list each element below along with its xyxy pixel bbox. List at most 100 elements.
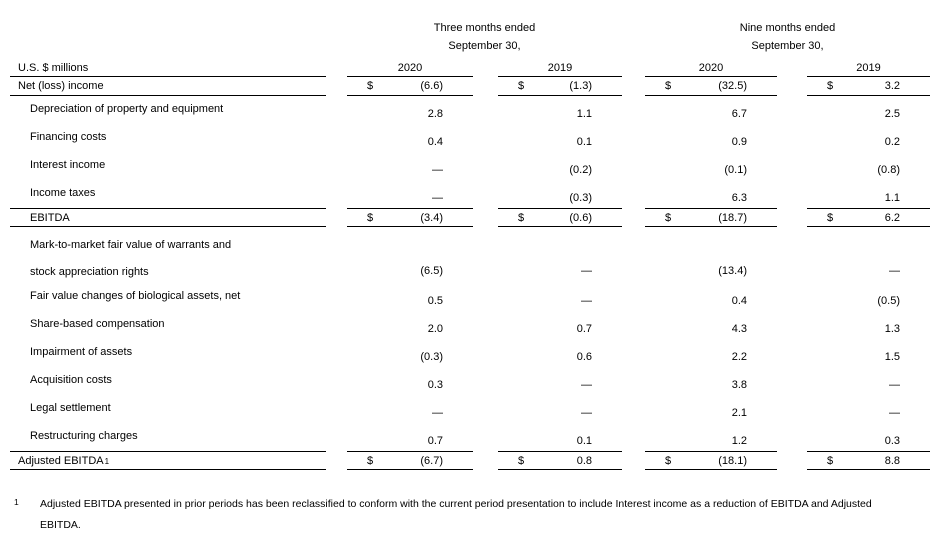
period-group-title-nine-months: Nine months ended bbox=[739, 22, 836, 34]
column-gap bbox=[777, 367, 807, 395]
row-label-line: Legal settlement bbox=[30, 402, 111, 414]
value-cell: 0.3 bbox=[347, 367, 473, 395]
period-group-title-three-months: Three months ended bbox=[433, 22, 536, 34]
value-text: 0.5 bbox=[427, 295, 443, 307]
column-gap bbox=[326, 180, 347, 208]
value-cell: — bbox=[807, 367, 930, 395]
value-cell: 0.3 bbox=[807, 423, 930, 451]
value-cell: 0.1 bbox=[498, 124, 622, 152]
value-cell: $ (6.7) bbox=[347, 451, 473, 470]
column-gap bbox=[326, 77, 347, 96]
value-text: 8.8 bbox=[884, 454, 900, 467]
value-text: (6.7) bbox=[420, 454, 443, 467]
column-gap bbox=[326, 283, 347, 311]
value-cell: $ (6.6) bbox=[347, 77, 473, 96]
dollar-sign: $ bbox=[665, 211, 672, 224]
column-gap bbox=[326, 22, 347, 40]
column-gap bbox=[622, 367, 645, 395]
column-gap bbox=[326, 367, 347, 395]
value-cell: — bbox=[347, 152, 473, 180]
column-gap bbox=[777, 395, 807, 423]
column-gap bbox=[326, 58, 347, 77]
row-label-line: Fair value changes of biological assets,… bbox=[30, 290, 241, 302]
row-label-line: EBITDA bbox=[30, 212, 70, 224]
column-gap bbox=[326, 339, 347, 367]
value-text: 0.4 bbox=[731, 295, 747, 307]
row-label: Depreciation of property and equipment bbox=[10, 96, 326, 124]
row-label-line: Mark-to-market fair value of warrants an… bbox=[30, 239, 232, 251]
value-cell: (0.3) bbox=[347, 339, 473, 367]
value-text: — bbox=[889, 379, 900, 391]
column-gap bbox=[473, 208, 498, 227]
value-text: (0.8) bbox=[877, 164, 900, 176]
period-group-subtitle-nine-months: September 30, bbox=[751, 40, 824, 52]
column-gap bbox=[473, 283, 498, 311]
value-text: — bbox=[432, 407, 443, 419]
value-cell: $ (0.6) bbox=[498, 208, 622, 227]
value-text: — bbox=[889, 407, 900, 419]
row-label: Legal settlement bbox=[10, 395, 326, 423]
value-text: (18.1) bbox=[718, 454, 747, 467]
column-gap bbox=[622, 227, 645, 286]
table-body: Net (loss) income $ (6.6) $ (1.3) $ (32.5) $3.2… bbox=[10, 77, 933, 470]
value-cell: 2.8 bbox=[347, 96, 473, 124]
column-gap bbox=[622, 311, 645, 339]
column-gap bbox=[622, 208, 645, 227]
column-gap bbox=[326, 311, 347, 339]
unit-label: U.S. $ millions bbox=[10, 58, 326, 77]
value-cell: 1.2 bbox=[645, 423, 777, 451]
column-gap bbox=[777, 227, 807, 286]
value-text: 1.5 bbox=[884, 351, 900, 363]
value-text: 0.8 bbox=[576, 454, 592, 467]
table-row: Interest income — (0.2) (0.1) (0.8) bbox=[10, 152, 933, 180]
value-text: (1.3) bbox=[569, 80, 592, 92]
column-gap bbox=[473, 124, 498, 152]
spacer-cell bbox=[10, 22, 326, 40]
column-gap bbox=[473, 58, 498, 77]
column-gap bbox=[622, 423, 645, 451]
spacer-cell bbox=[10, 40, 326, 58]
value-cell: 1.5 bbox=[807, 339, 930, 367]
value-text: — bbox=[432, 164, 443, 176]
column-gap bbox=[326, 152, 347, 180]
value-cell: 1.1 bbox=[498, 96, 622, 124]
row-label-line: Depreciation of property and equipment bbox=[30, 103, 224, 115]
column-gap bbox=[326, 124, 347, 152]
column-gap bbox=[777, 208, 807, 227]
value-text: 0.3 bbox=[427, 379, 443, 391]
column-gap bbox=[777, 283, 807, 311]
value-text: 2.8 bbox=[427, 108, 443, 120]
value-cell: 0.1 bbox=[498, 423, 622, 451]
column-gap bbox=[777, 77, 807, 96]
table-row: Impairment of assets (0.3) 0.6 2.2 1.5 bbox=[10, 339, 933, 367]
row-label-line: Income taxes bbox=[30, 187, 96, 199]
row-label: Net (loss) income bbox=[10, 77, 326, 96]
value-text: 3.8 bbox=[731, 379, 747, 391]
year-header-3mo-2020: 2020 bbox=[347, 58, 473, 77]
row-label: Interest income bbox=[10, 152, 326, 180]
column-gap bbox=[473, 311, 498, 339]
value-cell: 0.2 bbox=[807, 124, 930, 152]
column-gap bbox=[622, 152, 645, 180]
table-row: Restructuring charges 0.7 0.1 1.2 0.3 bbox=[10, 423, 933, 451]
column-gap bbox=[473, 96, 498, 124]
value-text: — bbox=[889, 265, 900, 277]
value-text: (3.4) bbox=[420, 211, 443, 224]
column-gap bbox=[777, 124, 807, 152]
footnote-text: Adjusted EBITDA presented in prior perio… bbox=[40, 498, 872, 531]
value-text: (13.4) bbox=[718, 265, 747, 277]
row-label-line: Acquisition costs bbox=[30, 374, 112, 386]
column-gap bbox=[473, 339, 498, 367]
row-label-line: Share-based compensation bbox=[30, 318, 165, 330]
column-gap bbox=[622, 40, 645, 58]
value-text: — bbox=[432, 192, 443, 204]
value-text: (18.7) bbox=[718, 211, 747, 224]
period-subtitle-row: September 30, September 30, bbox=[10, 40, 933, 58]
dollar-sign: $ bbox=[367, 211, 374, 224]
value-text: 1.1 bbox=[576, 108, 592, 120]
dollar-sign: $ bbox=[827, 454, 834, 467]
column-gap bbox=[473, 152, 498, 180]
value-text: (0.3) bbox=[420, 351, 443, 363]
value-text: 2.0 bbox=[427, 323, 443, 335]
value-text: 2.5 bbox=[884, 108, 900, 120]
